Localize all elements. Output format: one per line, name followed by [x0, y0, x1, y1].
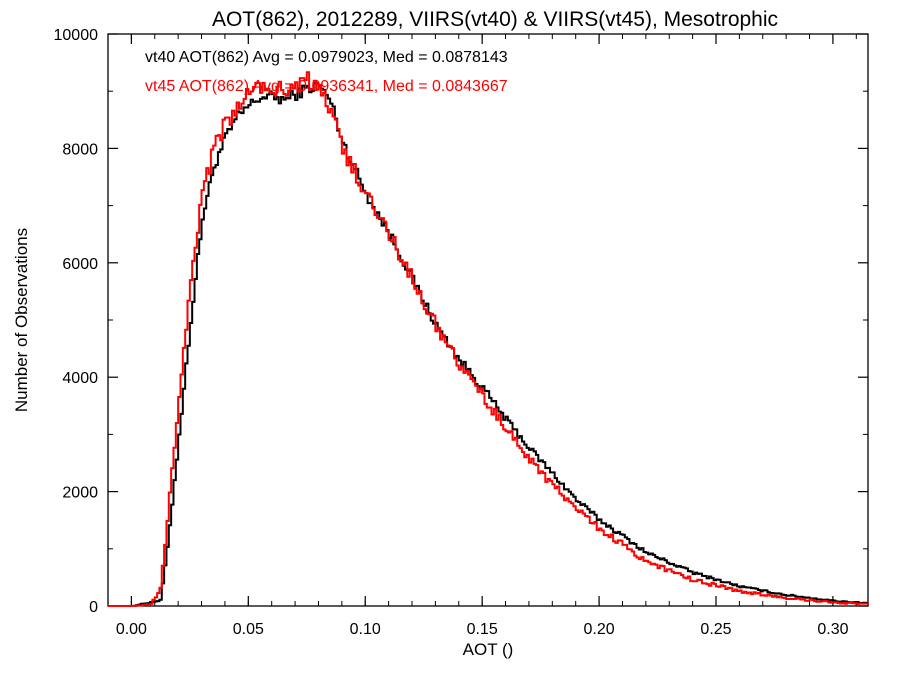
y-tick-label: 0 — [89, 599, 98, 616]
y-tick-label: 8000 — [62, 141, 98, 158]
chart-title: AOT(862), 2012289, VIIRS(vt40) & VIIRS(v… — [212, 8, 778, 31]
x-tick-label: 0.30 — [817, 621, 848, 638]
y-tick-label: 2000 — [62, 485, 98, 502]
x-tick-label: 0.05 — [233, 621, 264, 638]
y-tick-label: 10000 — [54, 27, 99, 44]
axis-ticks: 0.00 0.05 0.10 0.15 0.20 0.25 0.30 0 2000 4000 600… — [54, 27, 868, 638]
x-tick-label: 0.15 — [467, 621, 498, 638]
x-tick-label: 0.10 — [350, 621, 381, 638]
vt45-stat-annotation: vt45 AOT(862) Avg = 0.0936341, Med = 0.0… — [145, 78, 508, 95]
series-group — [108, 71, 869, 607]
vt40-stat-annotation: vt40 AOT(862) Avg = 0.0979023, Med = 0.0… — [145, 49, 508, 66]
x-tick-label: 0.20 — [584, 621, 615, 638]
y-tick-label: 6000 — [62, 256, 98, 273]
x-tick-label: 0.00 — [116, 621, 147, 638]
x-axis-label: AOT () — [463, 640, 514, 659]
vt40-series-step-line — [108, 81, 869, 607]
y-axis-label: Number of Observations — [12, 228, 31, 412]
y-tick-label: 4000 — [62, 370, 98, 387]
vt45-series-step-line — [108, 71, 869, 607]
x-tick-label: 0.25 — [700, 621, 731, 638]
